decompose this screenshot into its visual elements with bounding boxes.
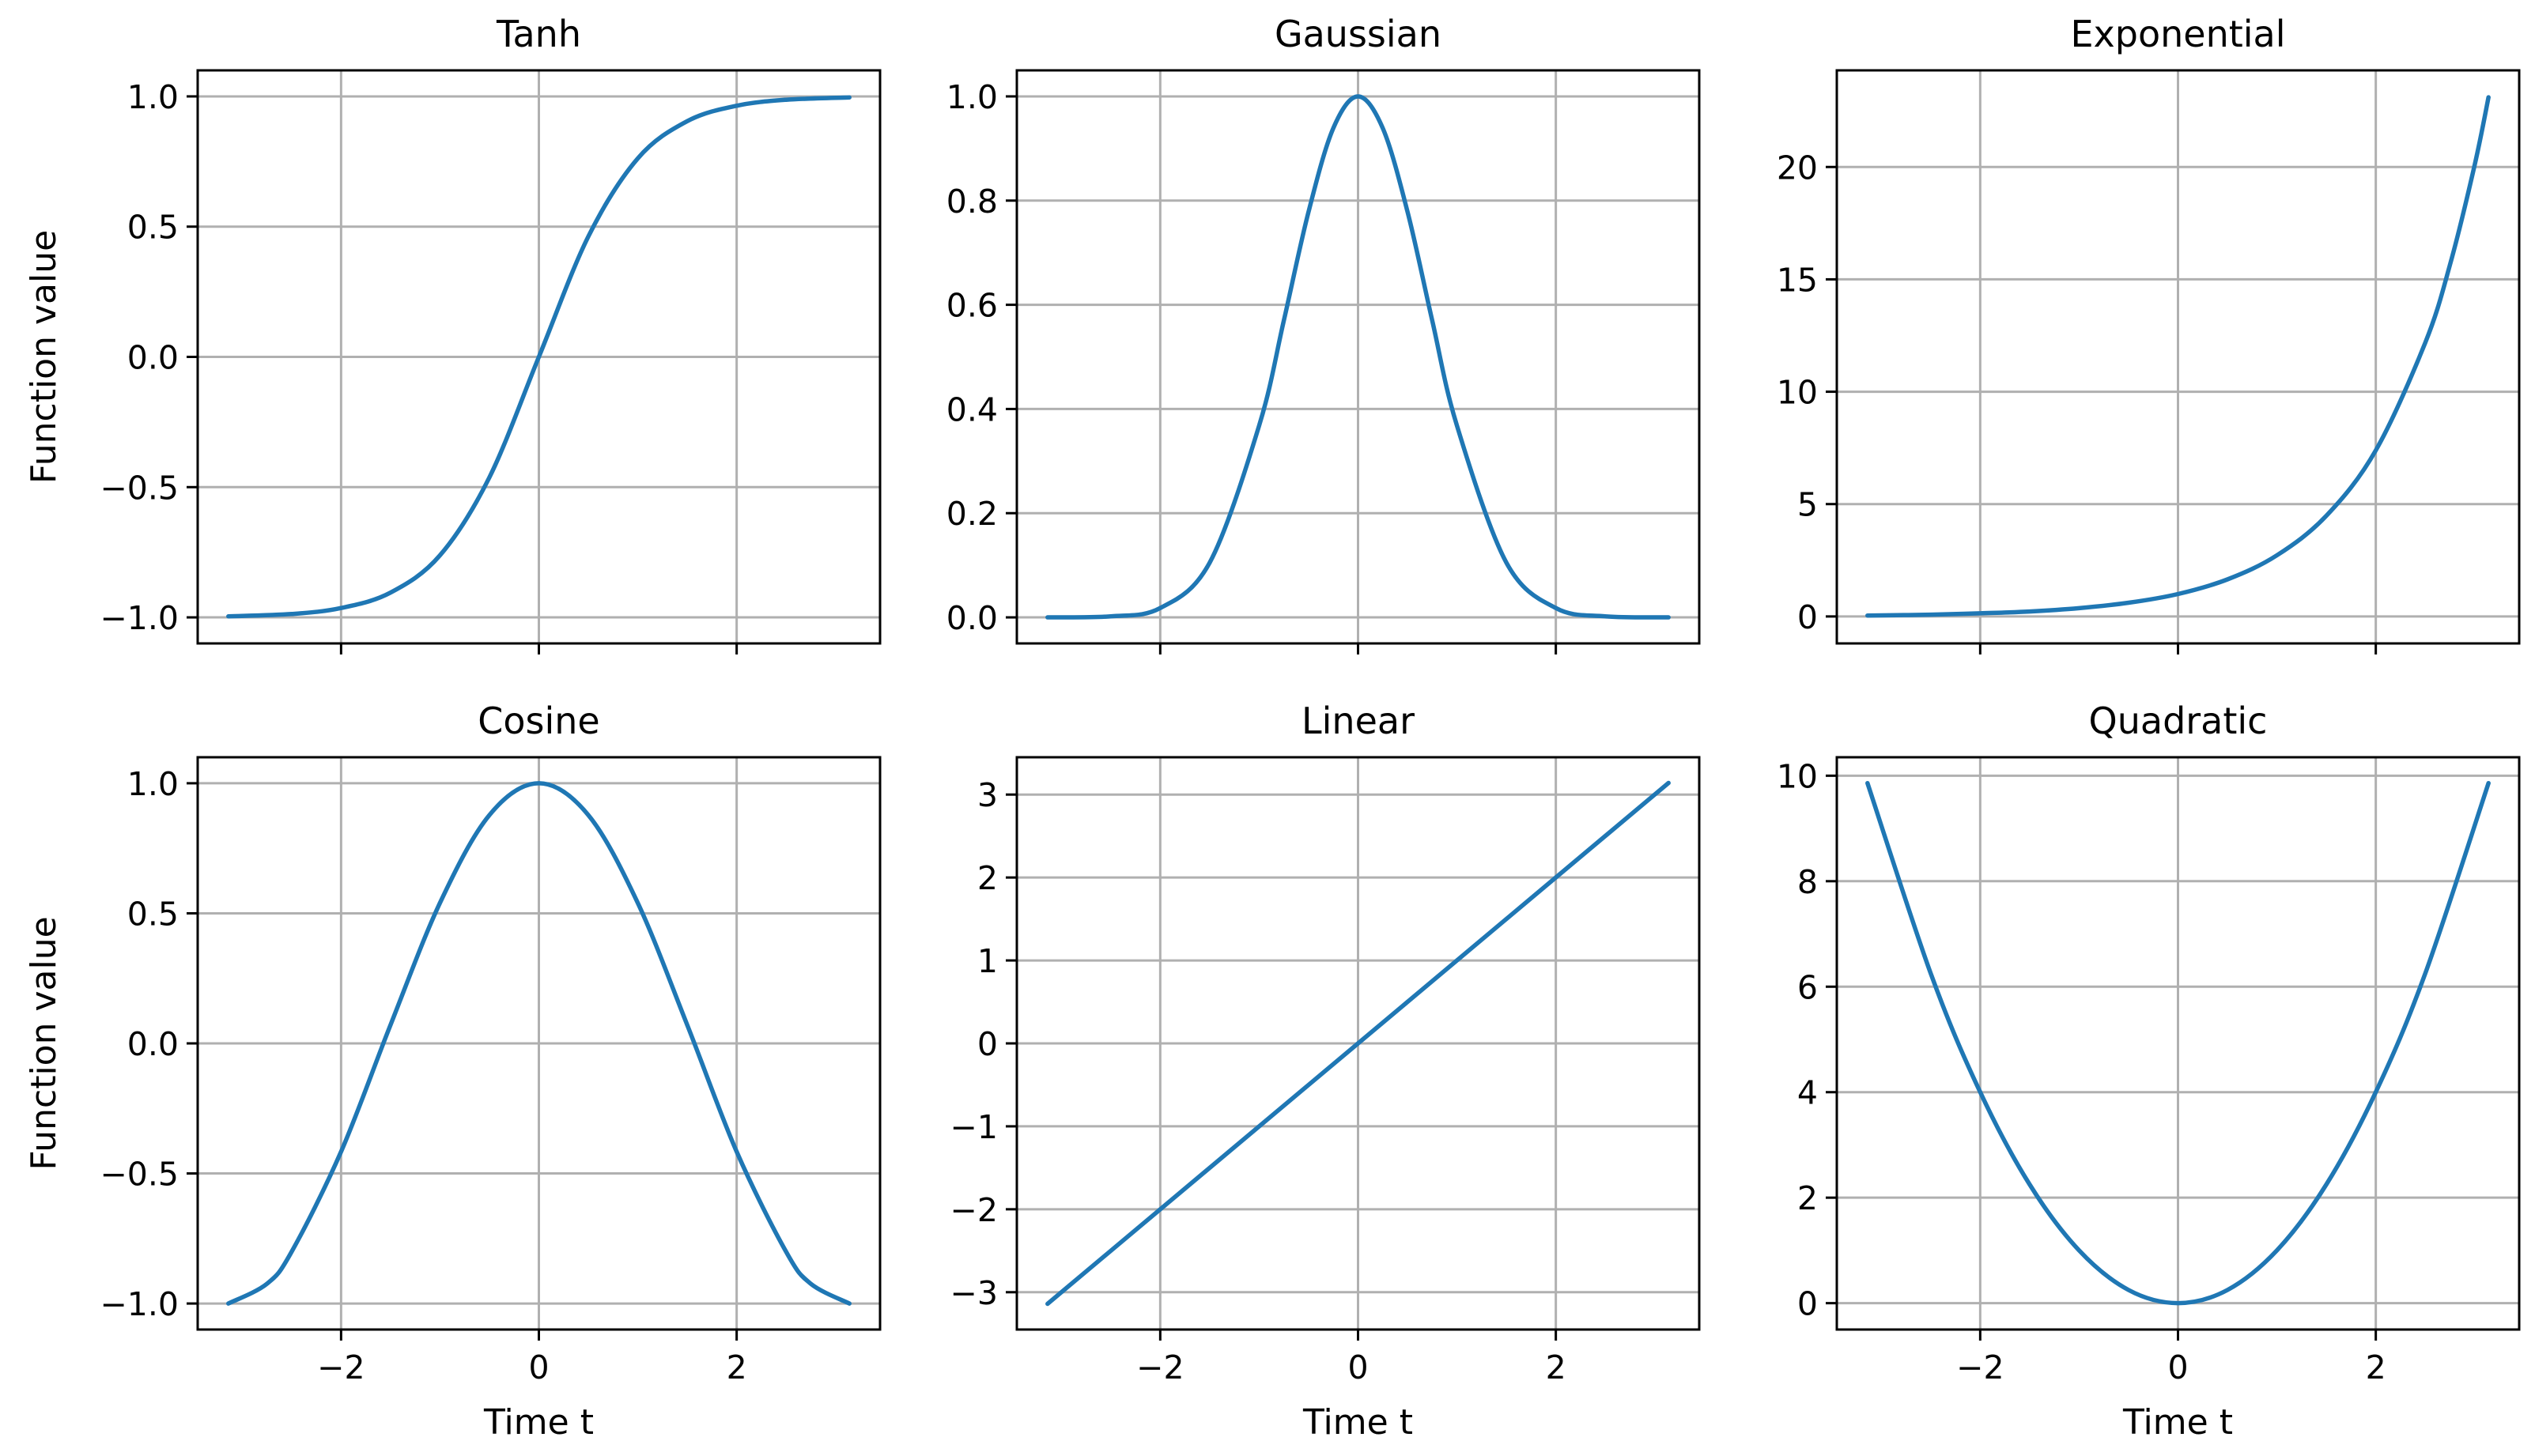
- tanh-y-axis-label: Function value: [24, 230, 64, 484]
- exponential-y-tick-label: 0: [1797, 598, 1818, 636]
- cosine-y-tick-label: 0.0: [127, 1025, 179, 1063]
- exponential-y-tick-label: 15: [1777, 261, 1818, 299]
- tanh-y-tick-label: −0.5: [100, 469, 179, 507]
- tanh-y-tick-label: 1.0: [127, 78, 179, 116]
- quadratic-plot-frame: [1835, 756, 2521, 1331]
- exponential-series-line: [1865, 95, 2491, 618]
- exponential-y-tick-label: 10: [1777, 374, 1818, 412]
- linear-x-tick-label: −2: [1136, 1348, 1184, 1386]
- linear-y-tick-label: 0: [977, 1025, 998, 1063]
- quadratic-x-axis-label: Time t: [2122, 1402, 2233, 1443]
- quadratic-y-tick-label: 6: [1797, 968, 1818, 1006]
- linear-title: Linear: [1302, 700, 1415, 742]
- cosine-x-axis-label: Time t: [483, 1402, 594, 1443]
- gaussian-y-tick-label: 1.0: [946, 78, 998, 116]
- gaussian-y-tick-label: 0.4: [946, 390, 998, 428]
- linear-x-tick-label: 2: [1546, 1348, 1566, 1386]
- cosine-series-line: [226, 781, 852, 1306]
- tanh-plot-frame: [196, 69, 882, 645]
- quadratic-y-tick-label: 4: [1797, 1074, 1818, 1112]
- gaussian-y-tick-label: 0.8: [946, 183, 998, 221]
- quadratic-title: Quadratic: [2089, 700, 2268, 742]
- cosine-x-tick-label: −2: [317, 1348, 365, 1386]
- cosine-y-tick-label: 0.5: [127, 895, 179, 933]
- linear-y-tick-label: 2: [977, 859, 998, 897]
- cosine-y-tick-label: 1.0: [127, 765, 179, 803]
- gaussian-panel: 0.0 0.2 0.4 0.6 0.8 1.0 Gaussian: [946, 13, 1701, 654]
- linear-y-tick-label: −3: [950, 1274, 998, 1312]
- cosine-y-tick-label: −0.5: [100, 1156, 179, 1194]
- exponential-title: Exponential: [2070, 13, 2285, 55]
- linear-x-axis-label: Time t: [1302, 1402, 1413, 1443]
- gaussian-title: Gaussian: [1275, 13, 1441, 55]
- linear-panel: −2 0 2 −3 −2 −1 0 1 2 3 Linear Time t: [950, 700, 1701, 1443]
- quadratic-y-tick-label: 0: [1797, 1285, 1818, 1323]
- tanh-panel: −1.0 −0.5 0.0 0.5 1.0 Tanh Function value: [24, 13, 882, 654]
- tanh-series-line: [226, 95, 852, 619]
- linear-y-tick-label: 1: [977, 942, 998, 980]
- quadratic-y-tick-label: 8: [1797, 863, 1818, 901]
- tanh-y-tick-label: 0.5: [127, 209, 179, 247]
- exponential-y-tick-label: 5: [1797, 486, 1818, 524]
- exponential-panel: 0 5 10 15 20 Exponential: [1777, 13, 2521, 654]
- cosine-y-axis-label: Function value: [24, 916, 64, 1170]
- exponential-plot-frame: [1835, 69, 2521, 645]
- quadratic-x-tick-label: 0: [2167, 1348, 2188, 1386]
- tanh-y-tick-label: 0.0: [127, 339, 179, 377]
- tanh-y-tick-label: −1.0: [100, 599, 179, 637]
- gaussian-y-tick-label: 0.2: [946, 495, 998, 533]
- cosine-title: Cosine: [478, 700, 599, 742]
- linear-y-tick-label: −1: [950, 1108, 998, 1146]
- cosine-panel: −2 0 2 −1.0 −0.5 0.0 0.5 1.0 Cosine Time t Functio…: [24, 700, 882, 1443]
- gaussian-plot-frame: [1015, 69, 1701, 645]
- linear-x-tick-label: 0: [1347, 1348, 1368, 1386]
- tanh-title: Tanh: [496, 13, 581, 55]
- quadratic-x-tick-label: 2: [2366, 1348, 2386, 1386]
- linear-plot-frame: [1015, 756, 1701, 1331]
- gaussian-series-line: [1045, 94, 1671, 620]
- quadratic-panel: −2 0 2 0 2 4 6 8 10 Quadratic Time t: [1777, 700, 2521, 1443]
- quadratic-series-line: [1865, 780, 2491, 1306]
- linear-series-line: [1045, 780, 1671, 1307]
- quadratic-x-tick-label: −2: [1956, 1348, 2004, 1386]
- exponential-y-tick-label: 20: [1777, 149, 1818, 187]
- cosine-x-tick-label: 2: [727, 1348, 747, 1386]
- gaussian-y-tick-label: 0.0: [946, 599, 998, 637]
- linear-y-tick-label: 3: [977, 776, 998, 814]
- cosine-plot-frame: [196, 756, 882, 1331]
- cosine-x-tick-label: 0: [528, 1348, 549, 1386]
- quadratic-y-tick-label: 10: [1777, 757, 1818, 795]
- gaussian-y-tick-label: 0.6: [946, 287, 998, 325]
- linear-y-tick-label: −2: [950, 1191, 998, 1229]
- cosine-y-tick-label: −1.0: [100, 1285, 179, 1323]
- quadratic-y-tick-label: 2: [1797, 1179, 1818, 1217]
